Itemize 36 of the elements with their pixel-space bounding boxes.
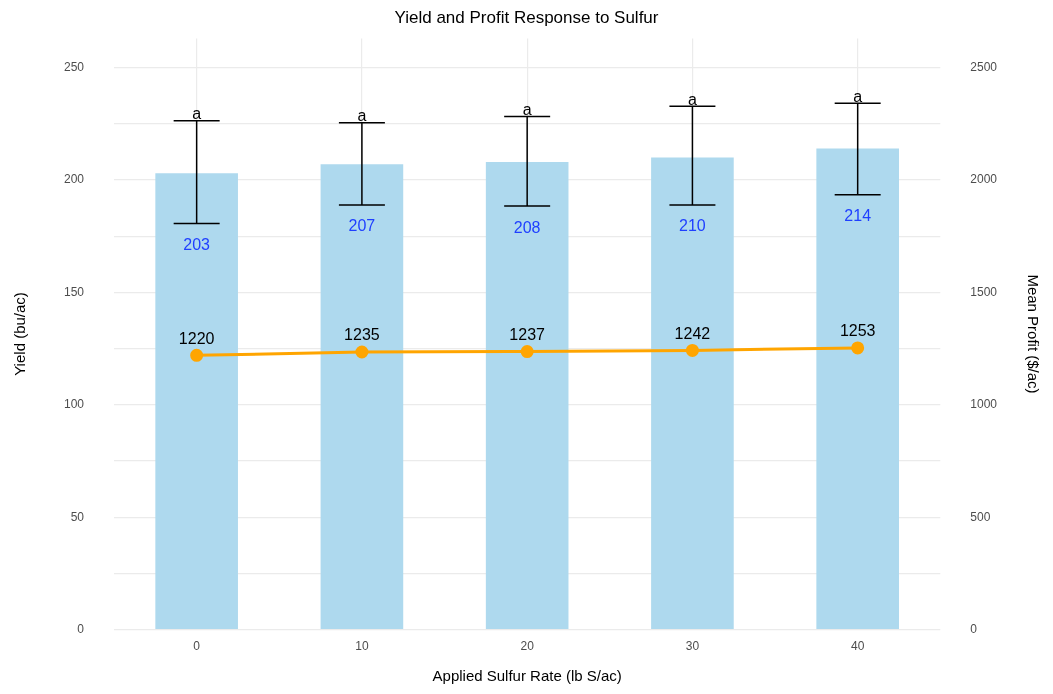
annotation: a — [522, 100, 532, 118]
annotation: a — [687, 90, 697, 108]
y-tick-label: 100 — [63, 397, 85, 412]
y2-tick-label: 0 — [970, 621, 978, 636]
data-label: 1220 — [178, 329, 215, 347]
x-tick-label: 0 — [193, 639, 201, 654]
data-label: 203 — [183, 235, 211, 253]
x-tick-label: 20 — [520, 639, 535, 654]
y2-tick-label: 2500 — [970, 59, 998, 74]
y-tick-label: 50 — [70, 509, 85, 524]
y-tick-label: 150 — [63, 284, 85, 299]
data-label: 214 — [844, 207, 872, 225]
y-tick-label: 250 — [63, 59, 85, 74]
data-label: 1253 — [839, 322, 876, 340]
y-tick-label: 200 — [63, 172, 85, 187]
annotation: a — [357, 107, 367, 125]
data-label: 208 — [513, 218, 541, 236]
x-axis-title: Applied Sulfur Rate (lb S/ac) — [432, 667, 622, 685]
x-tick-label: 40 — [851, 639, 865, 654]
y2-tick-label: 500 — [970, 509, 991, 524]
x-tick-label: 30 — [685, 639, 700, 654]
x-tick-label: 10 — [355, 639, 369, 654]
annotation: a — [192, 105, 202, 123]
data-label: 1235 — [344, 326, 380, 344]
y2-tick-label: 1500 — [970, 284, 998, 299]
data-label: 1237 — [509, 325, 546, 343]
y2-tick-label: 2000 — [970, 172, 998, 187]
y-axis-title: Yield (bu/ac) — [11, 292, 29, 376]
data-label: 207 — [348, 217, 376, 235]
data-label: 1242 — [674, 324, 711, 342]
y-tick-label: 0 — [77, 621, 85, 636]
chart-title: Yield and Profit Response to Sulfur — [394, 7, 659, 27]
annotation: a — [853, 87, 863, 105]
y2-tick-label: 1000 — [970, 397, 998, 412]
y2-axis-title: Mean Profit ($/ac) — [1024, 274, 1042, 394]
data-label: 210 — [679, 217, 706, 235]
